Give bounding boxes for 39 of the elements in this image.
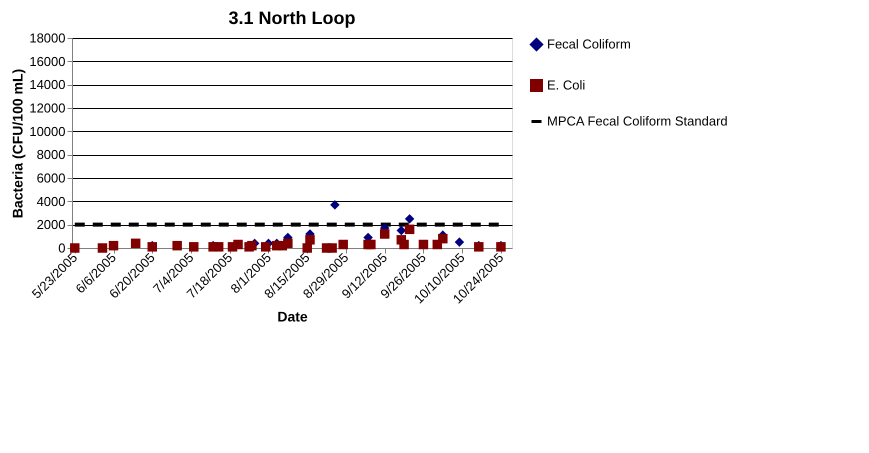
legend-label: MPCA Fecal Coliform Standard — [547, 114, 728, 128]
y-tick-label: 4000 — [36, 194, 66, 209]
y-tick-label: 8000 — [36, 147, 66, 162]
point — [404, 224, 414, 234]
point — [330, 200, 340, 210]
point — [233, 240, 243, 250]
y-tick-label: 18000 — [29, 30, 66, 46]
y-axis-title: Bacteria (CFU/100 mL) — [9, 68, 26, 218]
point — [327, 243, 337, 253]
point — [438, 234, 448, 244]
y-tick-label: 10000 — [29, 124, 66, 139]
point — [108, 240, 118, 250]
point — [214, 242, 224, 252]
point — [189, 242, 199, 252]
point — [404, 214, 414, 224]
y-tick-label: 12000 — [29, 100, 66, 116]
point — [399, 240, 409, 250]
point — [338, 240, 348, 250]
y-tick-label: 16000 — [29, 54, 66, 69]
point — [305, 235, 315, 245]
point — [380, 229, 390, 239]
point — [260, 242, 270, 252]
point — [98, 243, 108, 253]
point — [396, 226, 406, 236]
point — [418, 240, 428, 250]
chart-title: 3.1 North Loop — [228, 8, 356, 28]
y-tick-label: 14000 — [29, 77, 66, 92]
legend-label: Fecal Coliform — [547, 36, 631, 52]
point — [366, 240, 376, 250]
point — [130, 238, 140, 248]
point — [283, 238, 293, 248]
x-axis-title: Date — [277, 308, 308, 324]
legend-label: E. Coli — [547, 78, 586, 92]
point — [247, 240, 257, 250]
point — [172, 240, 182, 250]
point — [454, 237, 464, 247]
y-tick-label: 0 — [58, 240, 66, 256]
y-tick-label: 2000 — [36, 217, 66, 232]
y-tick-label: 6000 — [36, 170, 66, 186]
